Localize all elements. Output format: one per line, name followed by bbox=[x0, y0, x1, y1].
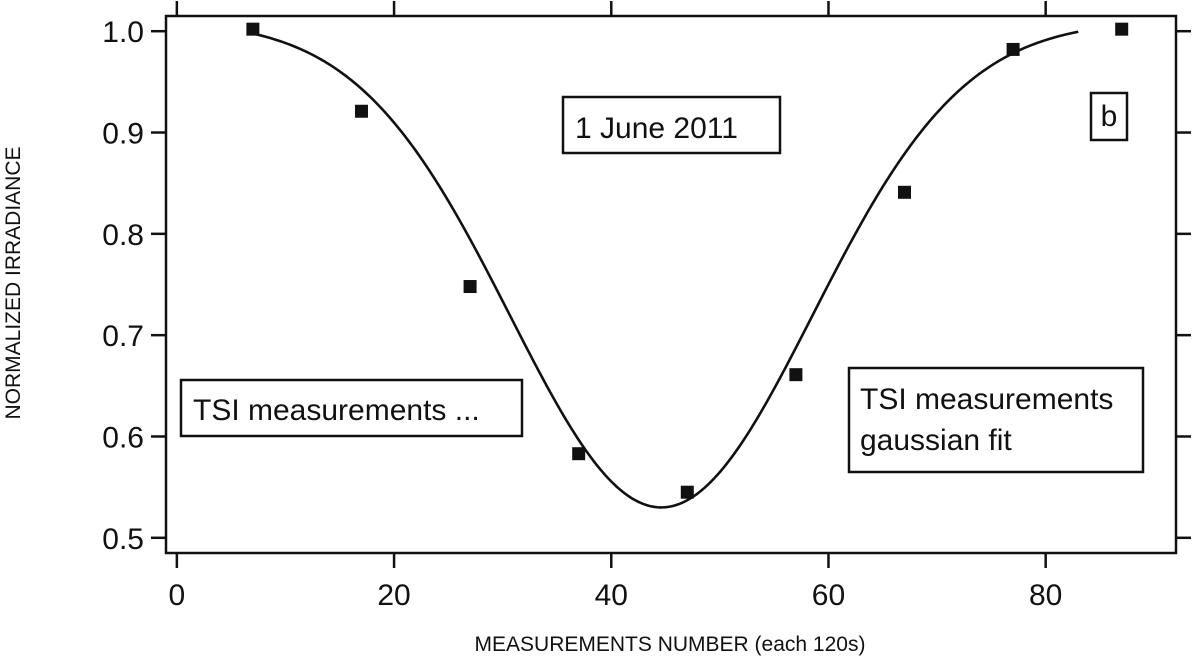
data-point bbox=[1115, 22, 1129, 36]
x-tick-label: 80 bbox=[1029, 579, 1062, 612]
y-axis-title: NORMALIZED IRRADIANCE bbox=[2, 146, 25, 419]
annotation-text: TSI measurements ... bbox=[193, 394, 480, 427]
annotation-panel: b bbox=[1089, 91, 1129, 142]
y-tick-label: 1.0 bbox=[102, 16, 144, 49]
plot-frame bbox=[164, 14, 1178, 555]
data-points-layer bbox=[246, 22, 1129, 499]
x-tick-label: 20 bbox=[377, 579, 410, 612]
y-tick-label: 0.8 bbox=[102, 219, 144, 252]
data-point bbox=[572, 447, 586, 461]
annotation-legend-line: TSI measurements gaussian fit bbox=[847, 366, 1145, 474]
annotation-date: 1 June 2011 bbox=[561, 95, 782, 155]
fit-curve-layer bbox=[252, 30, 1079, 509]
y-tick-label: 0.7 bbox=[102, 320, 144, 353]
y-tick-label: 0.5 bbox=[102, 523, 144, 556]
data-point bbox=[354, 104, 368, 118]
annotation-text: gaussian fit bbox=[860, 424, 1012, 457]
data-point bbox=[897, 185, 911, 199]
data-point bbox=[789, 368, 803, 382]
gaussian-fit-line bbox=[252, 30, 1079, 509]
data-point bbox=[463, 280, 477, 294]
x-axis-title: MEASUREMENTS NUMBER (each 120s) bbox=[475, 633, 866, 656]
x-tick-label: 60 bbox=[812, 579, 845, 612]
y-tick-label: 0.9 bbox=[102, 118, 144, 151]
annotation-text: 1 June 2011 bbox=[575, 112, 738, 145]
annotation-text: b bbox=[1101, 100, 1118, 133]
annotation-box bbox=[1089, 91, 1129, 142]
y-tick-label: 0.6 bbox=[102, 421, 144, 454]
annotation-box bbox=[179, 378, 524, 438]
x-tick-label: 40 bbox=[595, 579, 628, 612]
x-tick-label: 0 bbox=[169, 579, 186, 612]
data-point bbox=[246, 22, 260, 36]
axis-ticks: 0 20 40 60 80 0.5 0.6 0.7 0.8 0.9 1.0 bbox=[102, 1, 1191, 612]
annotation-box bbox=[561, 95, 782, 155]
annotation-text: TSI measurements bbox=[860, 383, 1113, 416]
data-point bbox=[1006, 42, 1020, 56]
annotation-box bbox=[847, 366, 1145, 474]
data-point bbox=[680, 485, 694, 499]
annotations-layer: 1 June 2011 b TSI measurements ... TSI meas… bbox=[179, 91, 1145, 474]
annotation-legend-points: TSI measurements ... bbox=[179, 378, 524, 438]
plot-border bbox=[164, 14, 1178, 555]
